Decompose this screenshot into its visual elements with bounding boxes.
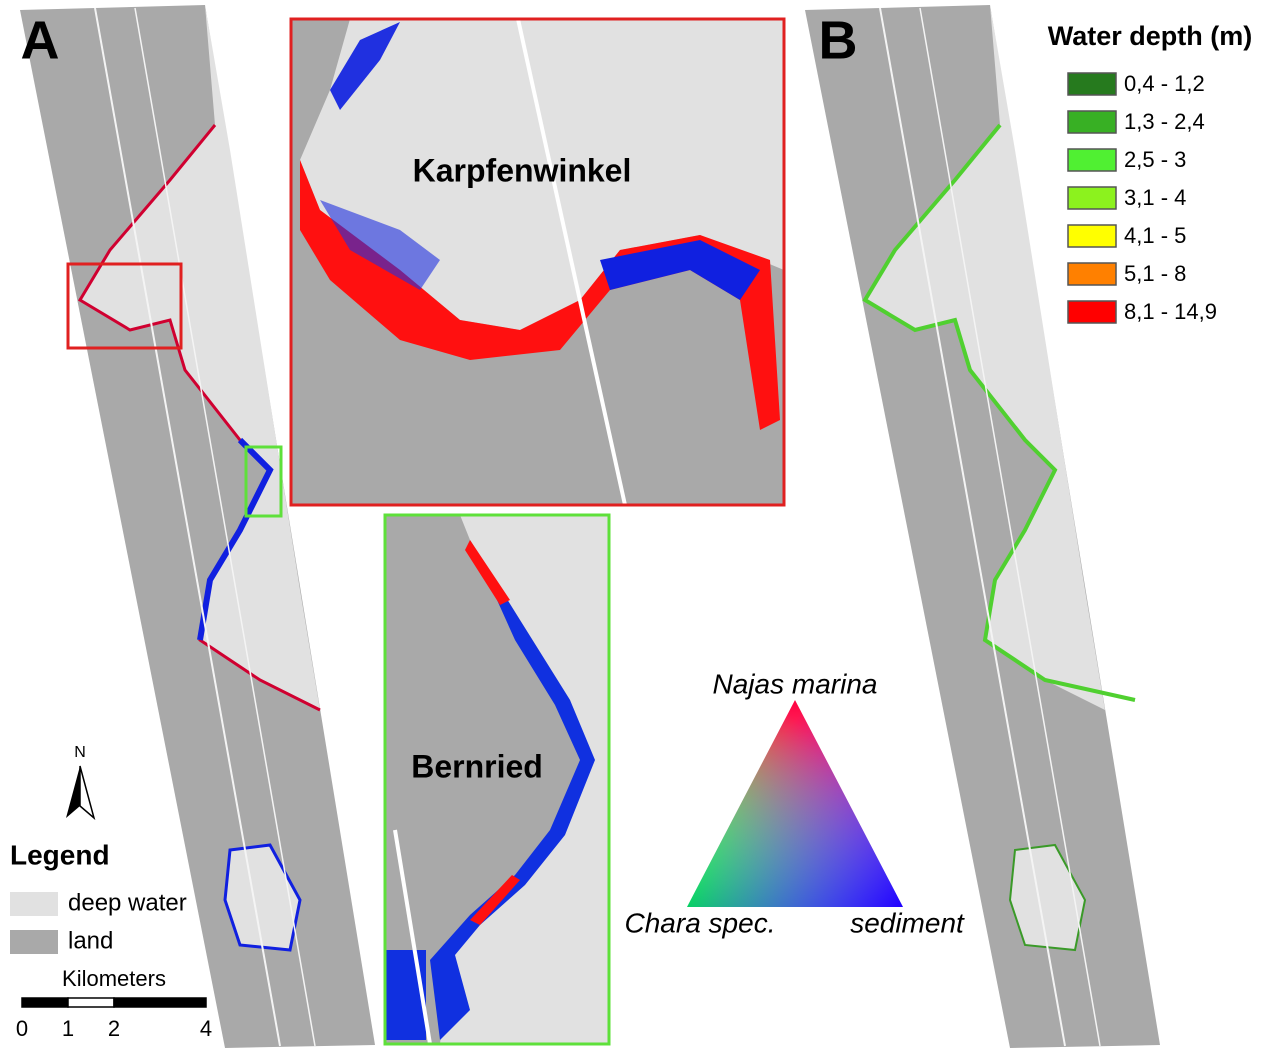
ternary-label: Chara spec. [625, 907, 776, 938]
scale-label: 4 [200, 1016, 212, 1041]
legend-swatch [1068, 263, 1116, 285]
ternary-key: Najas marina Chara spec. sediment [625, 668, 966, 938]
inset-karpfenwinkel: Karpfenwinkel [291, 19, 784, 505]
legend-label: 1,3 - 2,4 [1124, 109, 1205, 134]
legend-label: 8,1 - 14,9 [1124, 299, 1217, 324]
depth-legend: Water depth (m) 0,4 - 1,2 1,3 - 2,4 2,5 - … [1048, 21, 1253, 324]
legend-label: 4,1 - 5 [1124, 223, 1186, 248]
scale-title: Kilometers [62, 966, 166, 991]
panel-label: B [819, 10, 858, 70]
legend-label: 0,4 - 1,2 [1124, 71, 1205, 96]
scale-segment [114, 998, 206, 1007]
legend-swatch [1068, 149, 1116, 171]
north-label: N [74, 744, 86, 761]
scale-label: 2 [108, 1016, 120, 1041]
arrow [66, 766, 80, 818]
inset-bernried: Bernried [385, 515, 609, 1044]
panel-label: A [21, 10, 60, 70]
scale-bar: Kilometers 0 1 2 4 [16, 966, 212, 1041]
legend-swatch [1068, 73, 1116, 95]
legend-title: Legend [10, 839, 110, 870]
page: Karpfenwinkel Bernried Najas marina Char… [0, 0, 1283, 1055]
triangle [687, 700, 903, 907]
legend-label: 5,1 - 8 [1124, 261, 1186, 286]
inset-label: Karpfenwinkel [413, 152, 632, 188]
scale-label: 0 [16, 1016, 28, 1041]
legend-swatch [1068, 187, 1116, 209]
legend-swatch [1068, 301, 1116, 323]
arrow [80, 766, 94, 818]
legend-swatch [1068, 111, 1116, 133]
scale-label: 1 [62, 1016, 74, 1041]
legend-label: deep water [68, 889, 187, 916]
legend-swatch [10, 930, 58, 954]
figure: Karpfenwinkel Bernried Najas marina Char… [0, 0, 1283, 1050]
legend-swatch [1068, 225, 1116, 247]
inset-label: Bernried [411, 748, 543, 784]
legend-label: 3,1 - 4 [1124, 185, 1186, 210]
map-legend: Legend deep water land [10, 839, 187, 954]
legend-label: 2,5 - 3 [1124, 147, 1186, 172]
legend-title: Water depth (m) [1048, 21, 1253, 51]
scale-segment [68, 998, 114, 1007]
legend-label: land [68, 927, 113, 954]
legend-swatch [10, 892, 58, 916]
north-arrow: N [66, 744, 94, 818]
ternary-label: sediment [850, 907, 965, 938]
ternary-label: Najas marina [713, 668, 878, 699]
scale-segment [22, 998, 68, 1007]
